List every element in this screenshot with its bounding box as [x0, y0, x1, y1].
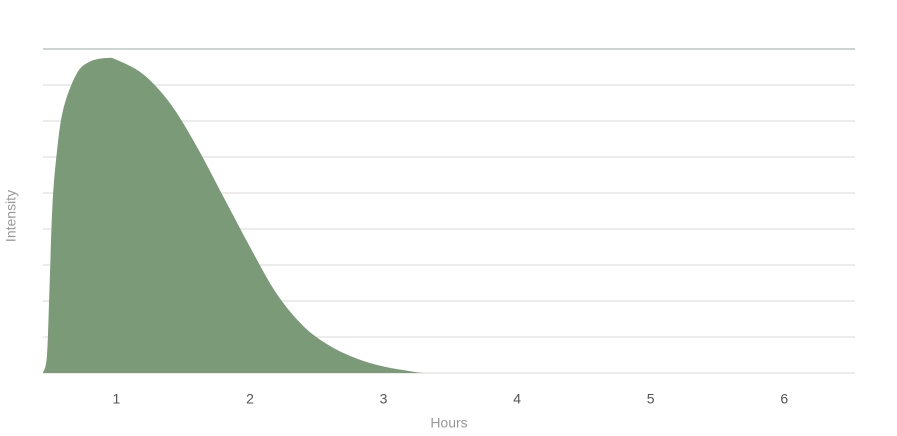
x-tick-label: 5 — [647, 391, 655, 407]
x-tick-label: 6 — [780, 391, 788, 407]
x-tick-label: 1 — [113, 391, 121, 407]
area — [43, 57, 424, 374]
x-tick-label: 4 — [513, 391, 521, 407]
x-axis-title: Hours — [430, 415, 467, 431]
x-tick-label: 3 — [380, 391, 388, 407]
x-tick-label: 2 — [246, 391, 254, 407]
y-axis-title: Intensity — [3, 190, 19, 242]
